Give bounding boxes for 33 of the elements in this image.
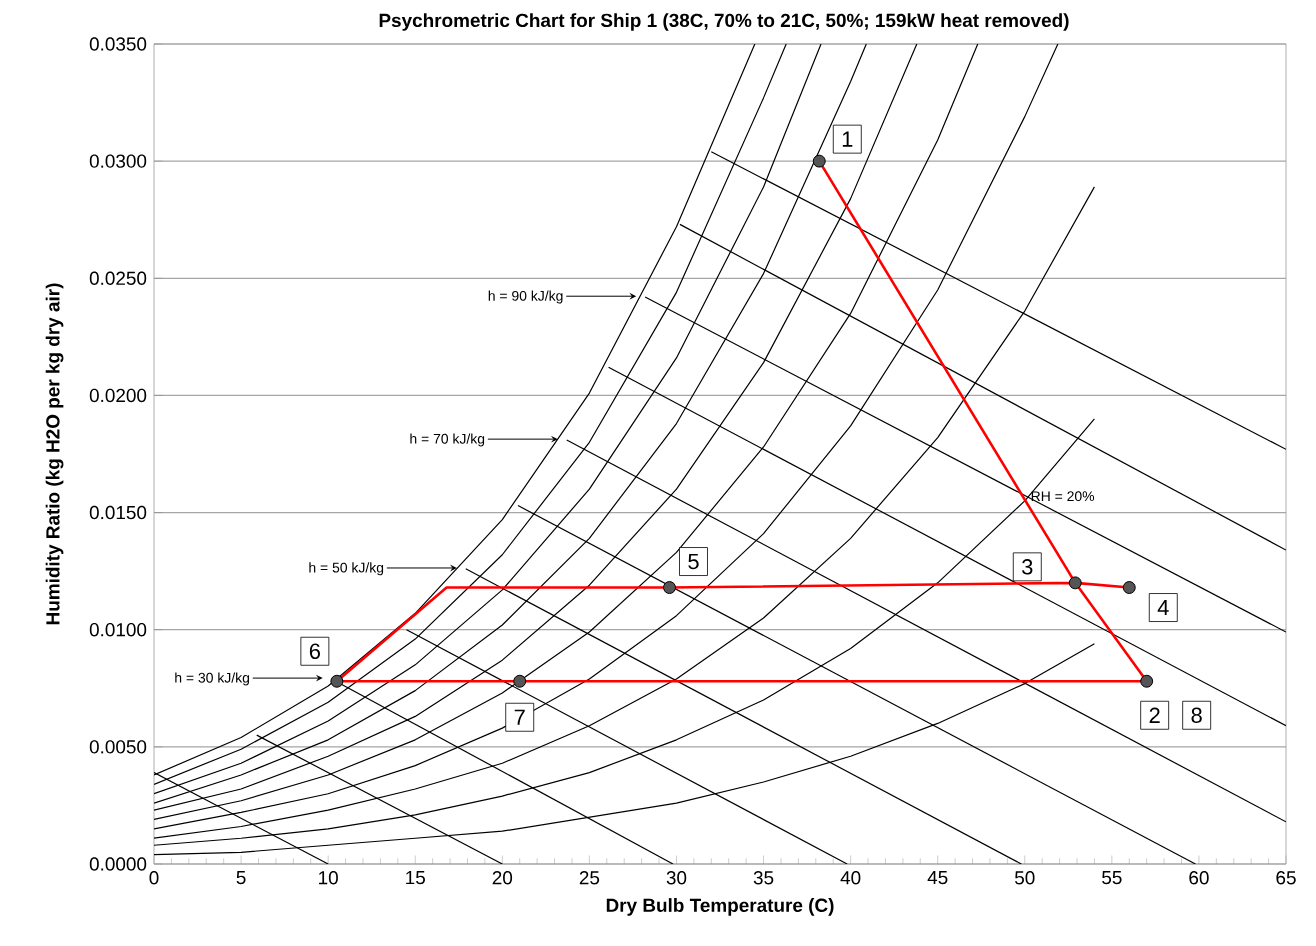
annotation: 8 <box>1191 707 1202 724</box>
y-tick-label: 0.0300 <box>89 154 147 168</box>
y-tick-label: 0.0350 <box>89 37 147 51</box>
x-tick-label: 40 <box>840 871 861 885</box>
annotation: 4 <box>1157 600 1169 616</box>
x-tick-label: 45 <box>927 871 948 885</box>
x-tick-label: 60 <box>1189 871 1209 885</box>
y-tick-label: 0.0100 <box>89 623 147 637</box>
y-tick-label: 0.0000 <box>89 857 147 871</box>
x-tick-label: 25 <box>579 871 600 885</box>
x-tick-label: 20 <box>492 871 513 885</box>
annotation: 3 <box>1022 559 1033 575</box>
y-tick-label: 0.0200 <box>89 388 147 403</box>
x-tick-label: 0 <box>149 871 159 885</box>
annotation: 6 <box>309 643 320 660</box>
x-tick-label: 10 <box>319 871 338 885</box>
annotation: 5 <box>688 553 699 570</box>
x-tick-label: 65 <box>1276 871 1296 885</box>
annotation: 1 <box>842 131 853 147</box>
x-tick-label: 55 <box>1102 871 1122 885</box>
x-tick-label: 50 <box>1014 871 1035 885</box>
x-tick-label: 5 <box>236 871 246 885</box>
chart-title: Psychrometric Chart for Ship 1 (38C, 70% to 21C, 50%; 159kW heat removed) <box>379 13 1069 31</box>
annotation: 2 <box>1149 707 1160 723</box>
y-tick-label: 0.0050 <box>89 740 147 754</box>
y-axis-title: Humidity Ratio (kg H2O per kg dry air) <box>45 283 64 625</box>
x-tick-label: 15 <box>406 871 425 885</box>
x-tick-label: 35 <box>753 871 774 885</box>
x-tick-label: 30 <box>666 871 687 885</box>
y-tick-label: 0.0250 <box>89 271 147 285</box>
annotation: 7 <box>514 709 525 725</box>
y-tick-label: 0.0150 <box>89 505 147 520</box>
x-axis-title: Dry Bulb Temperature (C) <box>606 898 834 916</box>
